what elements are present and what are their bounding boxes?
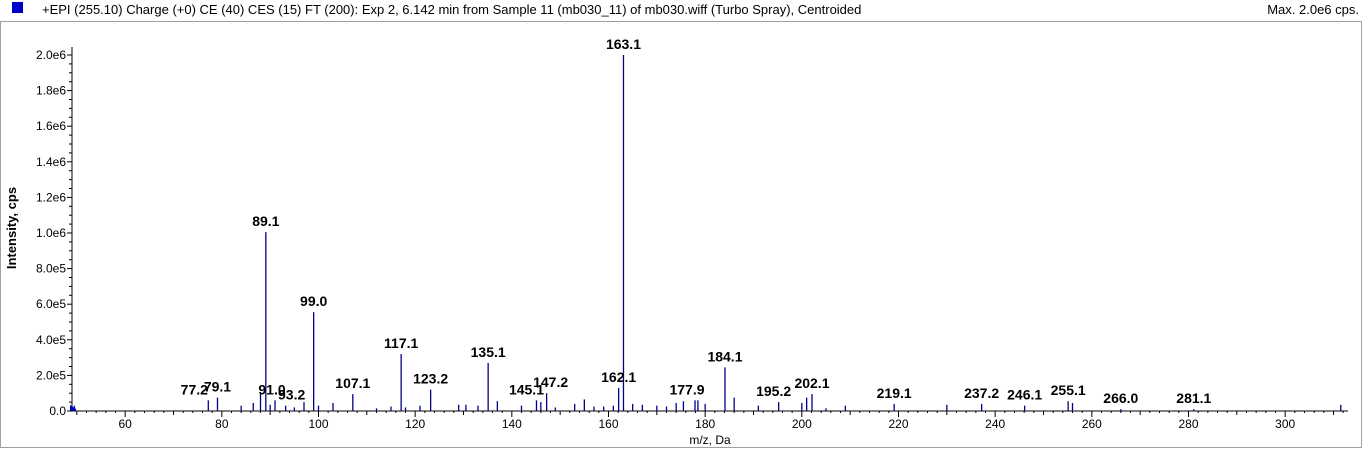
x-tick-label: 300 (1275, 417, 1295, 431)
axis-origin-marker (70, 405, 76, 411)
peak-labels: 77.279.1 89.1 91.093.2 99.0 107.1 117.1 123.2 1… (181, 36, 1212, 406)
x-tick-label: 100 (308, 417, 328, 431)
y-tick-label: 1.2e6 (36, 190, 66, 204)
chart-border (0, 21, 1362, 448)
y-tick-label: 8.0e5 (36, 262, 66, 276)
peak-label: 145.1 (509, 381, 544, 397)
x-tick-label: 180 (695, 417, 715, 431)
peak-label: 195.2 (756, 383, 791, 399)
peak-label: 147.2 (533, 374, 568, 390)
x-tick-label: 140 (502, 417, 522, 431)
y-tick-label: 1.0e6 (36, 226, 66, 240)
x-tick-label: 200 (792, 417, 812, 431)
peak-label: 246.1 (1007, 387, 1042, 403)
x-tick-label: 220 (888, 417, 908, 431)
x-tick-label: 260 (1082, 417, 1102, 431)
peak-label: 202.1 (794, 375, 829, 391)
peak-label: 77.2 (181, 381, 208, 397)
x-tick-label: 240 (985, 417, 1005, 431)
peak-label: 117.1 (384, 335, 418, 351)
peak-label: 89.1 (252, 213, 279, 229)
peak-label: 184.1 (707, 348, 742, 364)
x-tick-label: 280 (1178, 417, 1198, 431)
x-tick-label: 160 (598, 417, 618, 431)
peak-label: 123.2 (413, 371, 448, 387)
max-intensity-label: Max. 2.0e6 cps. (1267, 2, 1359, 17)
legend-swatch[interactable] (12, 2, 23, 13)
peak-label: 162.1 (601, 369, 636, 385)
peak-label: 135.1 (471, 344, 506, 360)
y-axis-title: Intensity, cps (4, 187, 19, 269)
peak-label: 177.9 (669, 381, 704, 397)
peak-label: 281.1 (1176, 390, 1211, 406)
y-tick-label: 1.4e6 (36, 155, 66, 169)
y-axis: 0.0 2.0e5 4.0e5 6.0e5 8.0e5 1.0e6 1.2e6 1.4e6 1.… (36, 48, 72, 418)
y-tick-label: 4.0e5 (36, 333, 66, 347)
y-tick-label: 2.0e5 (36, 368, 66, 382)
x-axis-title: m/z, Da (689, 433, 731, 447)
peak-label: 91.0 (258, 381, 285, 397)
peak-label: 163.1 (606, 36, 641, 52)
peak-label: 107.1 (335, 375, 370, 391)
y-tick-label: 6.0e5 (36, 297, 66, 311)
spectrum-peaks (73, 55, 1342, 411)
peak-label: 237.2 (964, 385, 999, 401)
peak-label: 79.1 (204, 379, 231, 395)
chart-title: +EPI (255.10) Charge (+0) CE (40) CES (1… (42, 2, 862, 17)
chart-header: +EPI (255.10) Charge (+0) CE (40) CES (1… (0, 0, 1363, 20)
peak-label: 266.0 (1103, 390, 1138, 406)
plot-frame (0, 21, 1362, 448)
x-tick-label: 60 (118, 417, 132, 431)
peak-label: 219.1 (877, 385, 912, 401)
peak-label: 93.2 (278, 387, 305, 403)
y-tick-label: 1.8e6 (36, 84, 66, 98)
peak-label: 99.0 (300, 293, 327, 309)
y-tick-label: 0.0 (49, 404, 66, 418)
peak-label: 255.1 (1051, 382, 1086, 398)
y-tick-label: 2.0e6 (36, 48, 66, 62)
x-tick-label: 120 (405, 417, 425, 431)
x-axis: 60 80 100 120 140 160 180 200 220 240 260 280 300 (76, 411, 1344, 431)
x-tick-label: 80 (215, 417, 229, 431)
y-tick-label: 1.6e6 (36, 119, 66, 133)
